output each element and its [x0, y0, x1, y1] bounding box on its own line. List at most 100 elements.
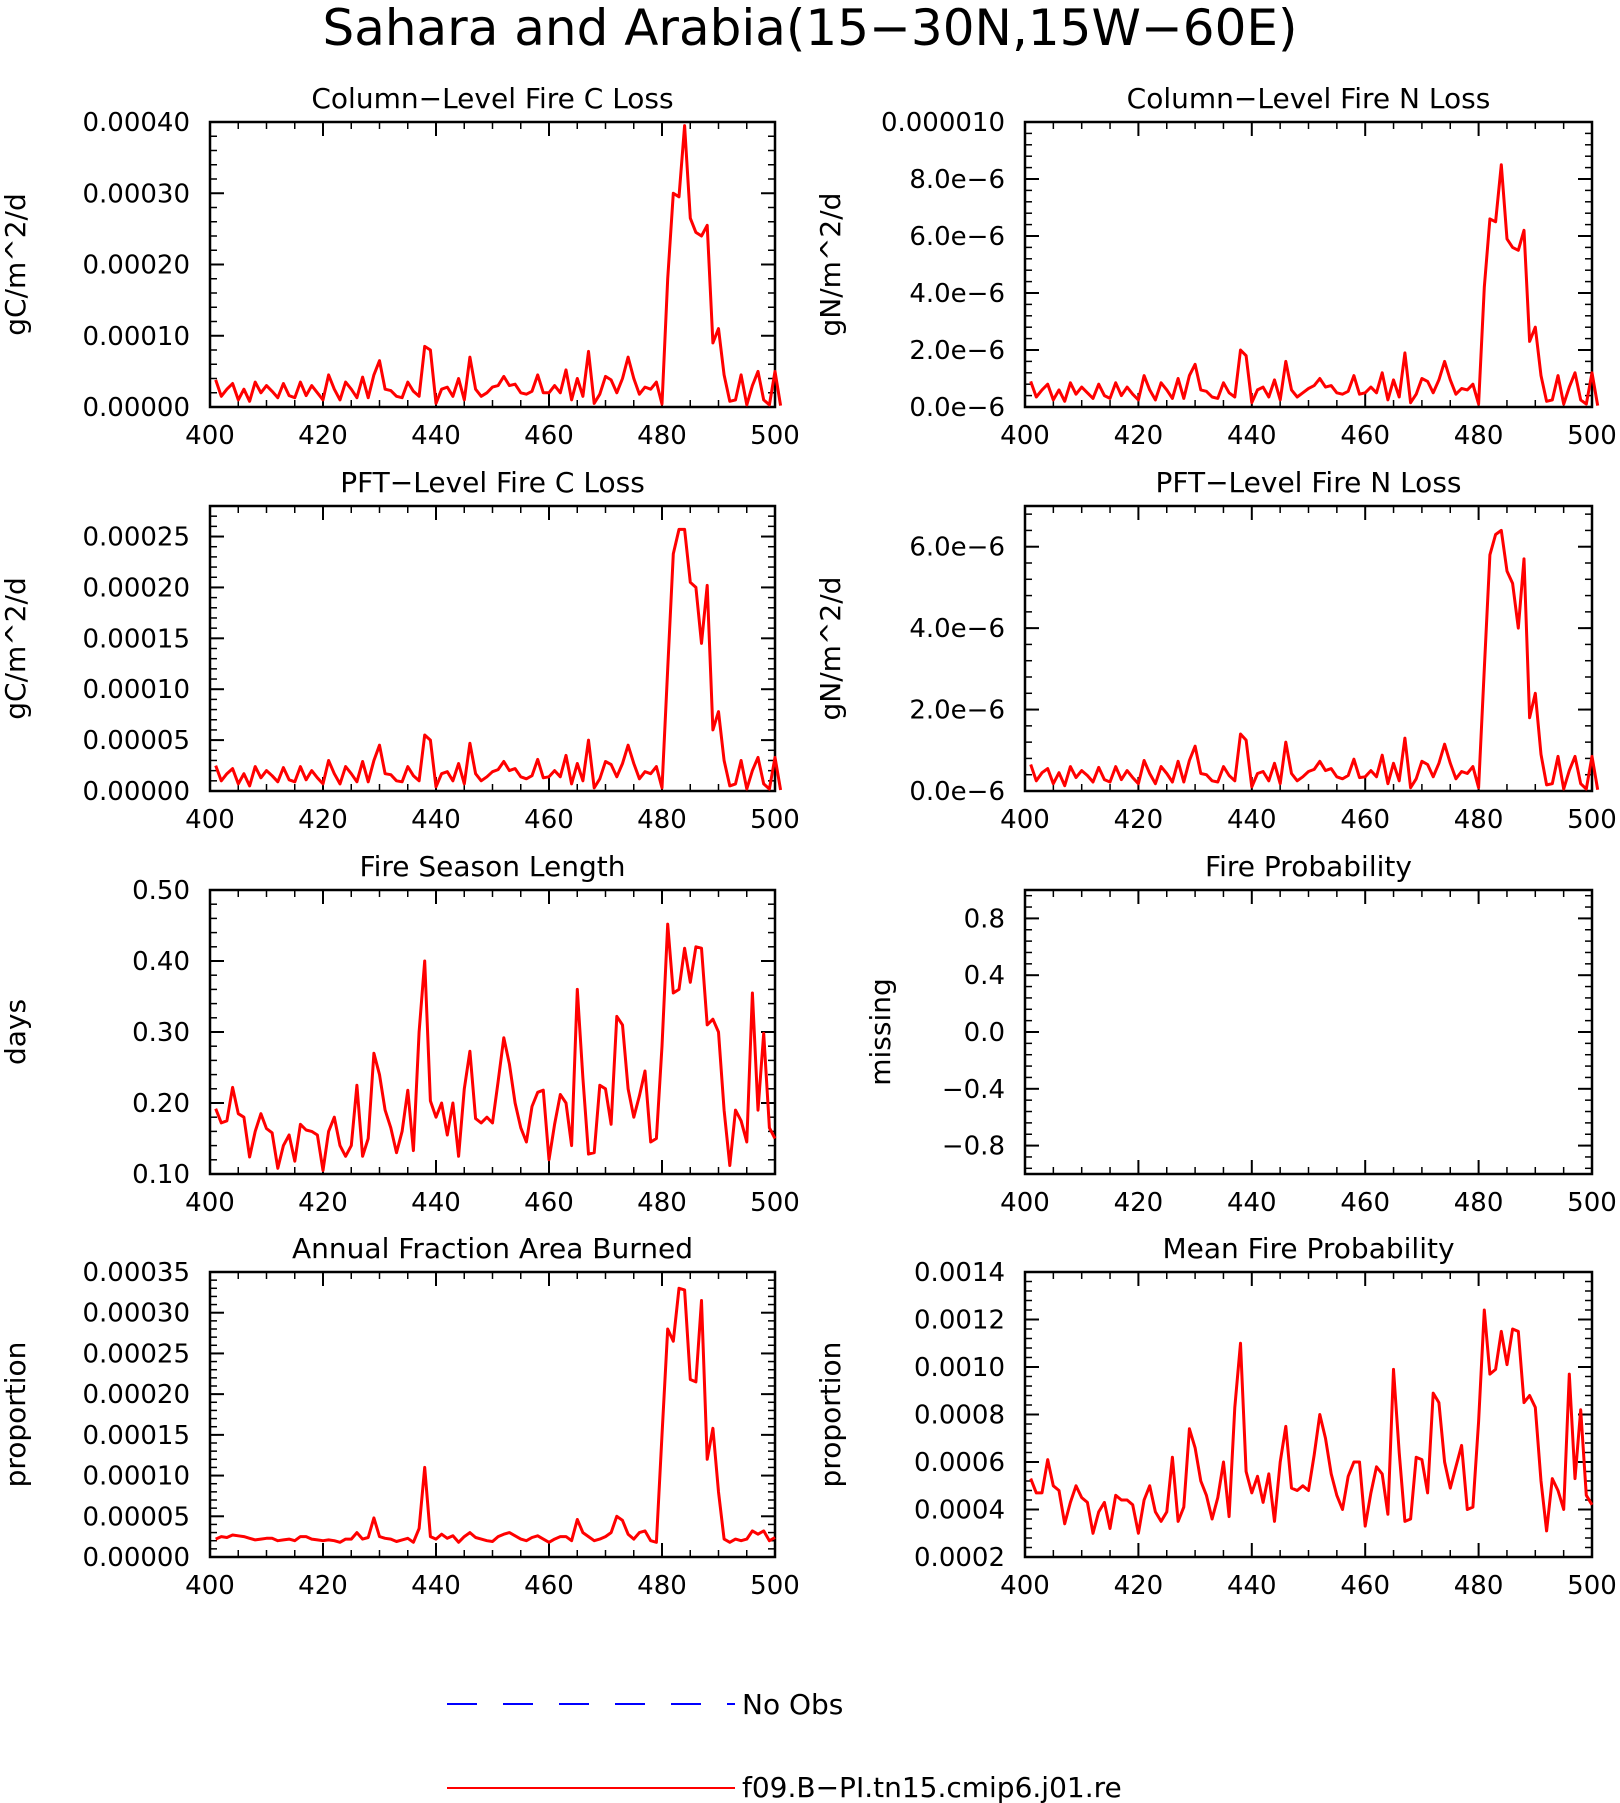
- panel-title: Annual Fraction Area Burned: [292, 1232, 693, 1265]
- y-tick-label: 0.00015: [82, 624, 190, 654]
- x-tick-label: 420: [1114, 1188, 1164, 1218]
- x-tick-label: 400: [185, 805, 235, 835]
- plot-frame: [1023, 120, 1594, 409]
- series-line: [1029, 163, 1600, 406]
- x-tick-label: 400: [1000, 421, 1050, 451]
- x-tick-label: 420: [298, 805, 348, 835]
- y-axis-label: gC/m^2/d: [0, 193, 32, 336]
- y-tick-label: 0.0014: [914, 1258, 1005, 1288]
- y-axis-label: gN/m^2/d: [814, 577, 847, 721]
- legend-label-model: f09.B−PI.tn15.cmip6.j01.re: [742, 1771, 1122, 1803]
- y-tick-label: 6.0e−6: [909, 533, 1005, 563]
- x-tick-label: 440: [1227, 421, 1277, 451]
- chart-panel-8: Mean Fire Probability proportion 400 420 440…: [814, 1232, 1617, 1601]
- panel-title: Fire Season Length: [360, 850, 626, 883]
- x-tick-label: 460: [1340, 1188, 1390, 1218]
- x-tick-label: 460: [1340, 1571, 1390, 1601]
- series-line: [214, 922, 777, 1172]
- y-tick-label: 0.00025: [82, 523, 190, 553]
- x-tick-label: 440: [411, 421, 461, 451]
- series-line: [214, 527, 783, 791]
- y-tick-label: 0.00020: [82, 1380, 190, 1410]
- y-axis-label: gC/m^2/d: [0, 577, 32, 720]
- y-tick-label: 0.00015: [82, 1421, 190, 1451]
- y-tick-label: 0.0010: [914, 1353, 1005, 1383]
- x-tick-label: 500: [750, 805, 800, 835]
- y-tick-label: 0.00035: [82, 1258, 190, 1288]
- x-tick-label: 480: [1454, 1571, 1504, 1601]
- x-tick-label: 420: [298, 1571, 348, 1601]
- x-tick-label: 460: [524, 1571, 574, 1601]
- y-tick-label: 4.0e−6: [909, 279, 1005, 309]
- y-tick-label: 0.0002: [914, 1543, 1005, 1573]
- x-tick-label: 500: [750, 1571, 800, 1601]
- y-tick-label: 0.50: [132, 876, 190, 906]
- x-tick-label: 500: [750, 421, 800, 451]
- panel-title: Fire Probability: [1205, 850, 1412, 883]
- x-tick-label: 500: [1567, 1571, 1617, 1601]
- y-tick-label: 0.0006: [914, 1448, 1005, 1478]
- y-tick-label: 0.00040: [82, 108, 190, 138]
- x-tick-label: 440: [411, 1188, 461, 1218]
- y-tick-label: −0.8: [942, 1132, 1005, 1162]
- plot-frame: [208, 1270, 777, 1559]
- x-tick-label: 480: [1454, 1188, 1504, 1218]
- y-tick-label: 0.8: [964, 904, 1005, 934]
- x-tick-label: 500: [1567, 1188, 1617, 1218]
- x-tick-label: 460: [524, 421, 574, 451]
- x-tick-label: 480: [637, 1571, 687, 1601]
- y-tick-label: 0.00000: [82, 1543, 190, 1573]
- y-tick-label: 0.40: [132, 947, 190, 977]
- chart-panel-2: Column−Level Fire N Loss gN/m^2/d 400 420 44…: [814, 82, 1617, 451]
- y-tick-label: 0.00000: [82, 393, 190, 423]
- x-tick-label: 480: [637, 805, 687, 835]
- y-tick-label: 0.10: [132, 1160, 190, 1190]
- y-tick-label: 0.30: [132, 1018, 190, 1048]
- chart-panel-7: Annual Fraction Area Burned proportion 400…: [0, 1232, 800, 1601]
- x-tick-label: 460: [524, 805, 574, 835]
- y-axis-label: proportion: [814, 1342, 847, 1488]
- x-tick-label: 480: [637, 1188, 687, 1218]
- figure-title: Sahara and Arabia(15−30N,15W−60E): [322, 0, 1297, 57]
- legend-label-no-obs: No Obs: [742, 1688, 843, 1721]
- x-tick-label: 420: [1114, 421, 1164, 451]
- y-tick-label: 6.0e−6: [909, 222, 1005, 252]
- y-tick-label: 0.00000: [82, 777, 190, 807]
- plot-frame: [208, 504, 777, 793]
- plot-frame: [208, 120, 777, 409]
- x-tick-label: 500: [750, 1188, 800, 1218]
- y-tick-label: 0.00025: [82, 1339, 190, 1369]
- panel-title: Mean Fire Probability: [1162, 1232, 1454, 1265]
- y-tick-label: 0.0: [964, 1018, 1005, 1048]
- x-tick-label: 400: [185, 1571, 235, 1601]
- plot-frame: [208, 888, 777, 1176]
- y-tick-label: 0.00020: [82, 573, 190, 603]
- y-tick-label: 0.00010: [82, 675, 190, 705]
- chart-panel-5: Fire Season Length days 400 420 440 460 480 500…: [0, 850, 800, 1218]
- y-axis-label: missing: [864, 978, 897, 1086]
- x-tick-label: 480: [1454, 421, 1504, 451]
- x-tick-label: 500: [1567, 805, 1617, 835]
- x-tick-label: 480: [637, 421, 687, 451]
- y-tick-label: 0.00030: [82, 179, 190, 209]
- y-axis-label: proportion: [0, 1342, 32, 1488]
- series-line: [1029, 528, 1600, 791]
- x-tick-label: 420: [298, 1188, 348, 1218]
- x-tick-label: 500: [1567, 421, 1617, 451]
- x-tick-label: 460: [1340, 805, 1390, 835]
- y-axis-label: days: [0, 999, 32, 1065]
- series-line: [214, 124, 783, 407]
- y-tick-label: 0.0012: [914, 1306, 1005, 1336]
- chart-panel-3: PFT−Level Fire C Loss gC/m^2/d 400 420 440 46…: [0, 466, 800, 835]
- y-tick-label: 8.0e−6: [909, 165, 1005, 195]
- chart-panel-1: Column−Level Fire C Loss gC/m^2/d 400 420 44…: [0, 82, 800, 451]
- y-axis-label: gN/m^2/d: [814, 193, 847, 337]
- plot-frame: [1023, 1270, 1594, 1559]
- y-tick-label: 0.0e−6: [909, 393, 1005, 423]
- panel-title: PFT−Level Fire C Loss: [340, 466, 645, 499]
- x-tick-label: 440: [1227, 1571, 1277, 1601]
- plot-frame: [1023, 888, 1594, 1176]
- y-tick-label: 0.00030: [82, 1299, 190, 1329]
- plot-frame: [1023, 504, 1594, 793]
- panel-title: PFT−Level Fire N Loss: [1155, 466, 1461, 499]
